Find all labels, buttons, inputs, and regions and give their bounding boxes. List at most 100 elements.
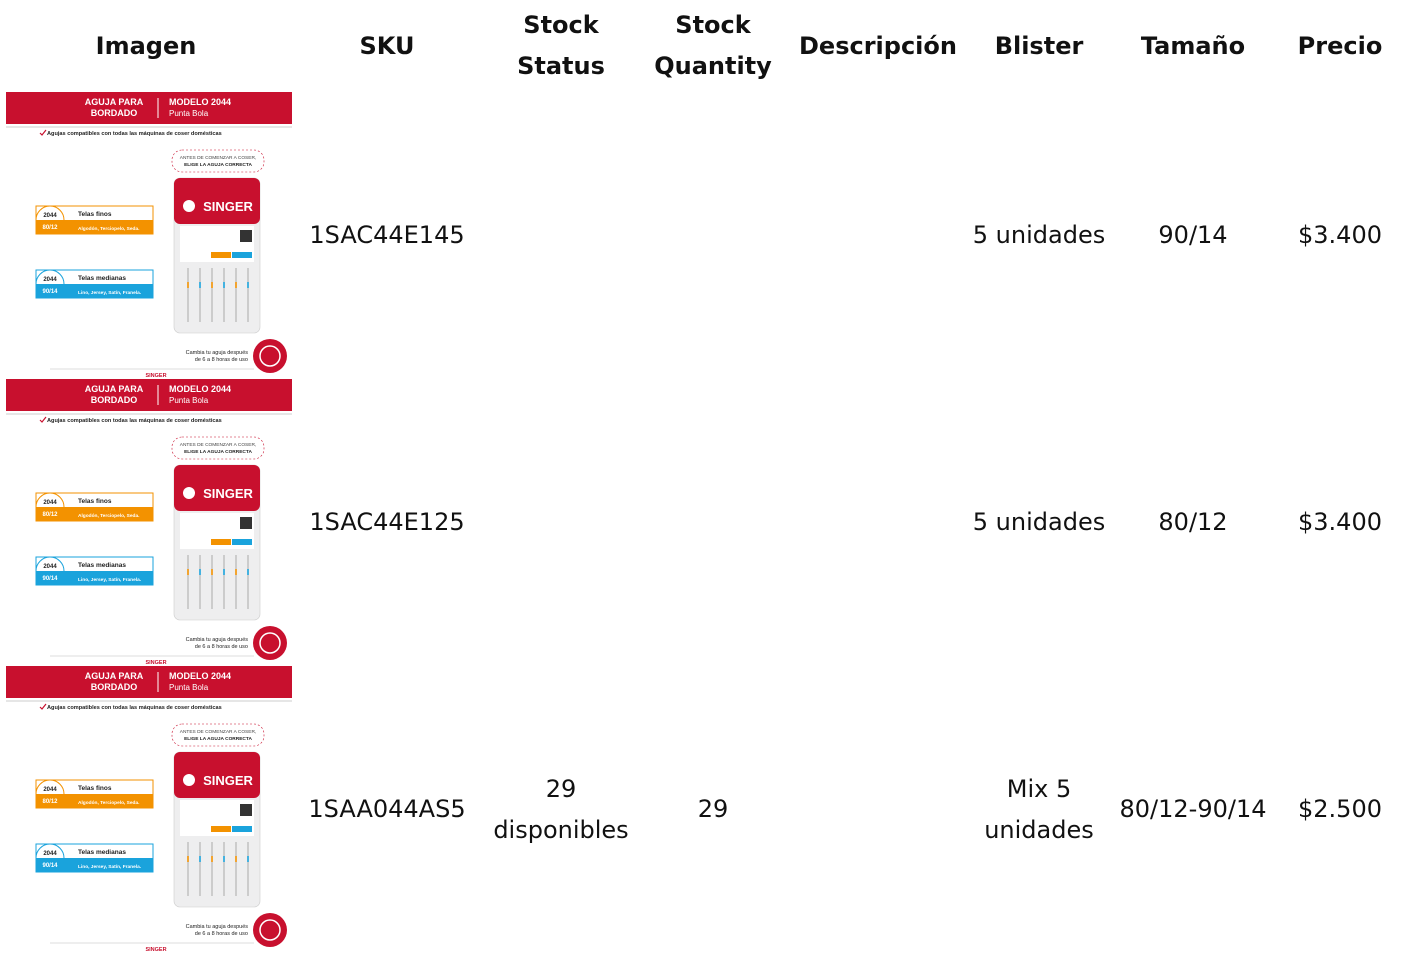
- banner-text: AGUJA PARA: [85, 384, 144, 394]
- size-title: Telas finos: [78, 785, 112, 792]
- description-cell: [786, 379, 970, 666]
- banner: [6, 92, 292, 124]
- footer-brand: SINGER: [145, 660, 166, 666]
- banner-text: AGUJA PARA: [85, 671, 144, 681]
- logo-circle: [183, 487, 195, 499]
- price-cell: $3.400: [1278, 92, 1402, 379]
- brand-text: SINGER: [203, 199, 253, 214]
- size-desc: Lino, Jersey, Satín, Franela.: [78, 290, 141, 296]
- change-text: Cambia tu aguja después: [186, 350, 249, 356]
- banner: [6, 379, 292, 411]
- blister-cell: 5 unidades: [970, 92, 1108, 379]
- size-code: 2044: [43, 851, 57, 857]
- size-value: 90/14: [42, 576, 58, 582]
- size-code: 2044: [43, 787, 57, 793]
- stock-quantity-cell: [640, 92, 786, 379]
- size-desc: Lino, Jersey, Satín, Franela.: [78, 577, 141, 583]
- size-title: Telas medianas: [78, 562, 126, 569]
- size-desc: Algodón, Terciopelo, Seda.: [78, 226, 139, 232]
- change-text: de 6 a 8 horas de uso: [195, 931, 248, 937]
- banner-text: AGUJA PARA: [85, 97, 144, 107]
- change-text: de 6 a 8 horas de uso: [195, 644, 248, 650]
- qr: [240, 517, 252, 529]
- change-text: Cambia tu aguja después: [186, 637, 249, 643]
- column-header: Tamaño: [1108, 0, 1278, 92]
- size-title: Telas finos: [78, 211, 112, 218]
- tip-text: ANTES DE COMENZAR A COSER,: [180, 729, 257, 735]
- label-blue: [232, 826, 252, 832]
- model-sub: Punta Bola: [169, 683, 209, 692]
- product-image: AGUJA PARABORDADOMODELO 2044Punta BolaAg…: [6, 92, 292, 379]
- tip-text: ELIGE LA AGUJA CORRECTA: [184, 162, 252, 168]
- price-cell: $2.500: [1278, 666, 1402, 953]
- size-title: Telas finos: [78, 498, 112, 505]
- logo-circle: [183, 200, 195, 212]
- tip-box: [172, 437, 264, 459]
- label-blue: [232, 252, 252, 258]
- check-icon: [40, 417, 46, 422]
- description-cell: [786, 666, 970, 953]
- banner-text: BORDADO: [91, 395, 138, 405]
- image-cell: AGUJA PARABORDADOMODELO 2044Punta BolaAg…: [0, 92, 292, 379]
- size-code: 2044: [43, 500, 57, 506]
- size-value: 80/12: [42, 799, 58, 805]
- tip-box: [172, 150, 264, 172]
- sku-cell: 1SAC44E125: [292, 379, 482, 666]
- tip-box: [172, 724, 264, 746]
- size-cell: 80/12: [1108, 379, 1278, 666]
- change-icon: [253, 339, 287, 373]
- column-header: Stock Quantity: [640, 0, 786, 92]
- tip-text: ELIGE LA AGUJA CORRECTA: [184, 736, 252, 742]
- change-icon: [253, 626, 287, 660]
- compat-text: Agujas compatibles con todas las máquina…: [47, 131, 222, 137]
- size-cell: 80/12-90/14: [1108, 666, 1278, 953]
- compat-text: Agujas compatibles con todas las máquina…: [47, 705, 222, 711]
- size-cell: 90/14: [1108, 92, 1278, 379]
- column-header: Precio: [1278, 0, 1402, 92]
- size-desc: Algodón, Terciopelo, Seda.: [78, 800, 139, 806]
- change-icon: [253, 913, 287, 947]
- tip-text: ANTES DE COMENZAR A COSER,: [180, 155, 257, 161]
- model-text: MODELO 2044: [169, 97, 231, 107]
- column-header: SKU: [292, 0, 482, 92]
- stock-status-cell: [482, 379, 640, 666]
- stock-status-cell: 29 disponibles: [482, 666, 640, 953]
- size-code: 2044: [43, 564, 57, 570]
- label-orange: [211, 252, 231, 258]
- qr: [240, 804, 252, 816]
- banner-text: BORDADO: [91, 682, 138, 692]
- sku-cell: 1SAA044AS5: [292, 666, 482, 953]
- size-title: Telas medianas: [78, 849, 126, 856]
- sku-cell: 1SAC44E145: [292, 92, 482, 379]
- banner: [6, 666, 292, 698]
- tip-text: ELIGE LA AGUJA CORRECTA: [184, 449, 252, 455]
- check-icon: [40, 130, 46, 135]
- description-cell: [786, 92, 970, 379]
- qr: [240, 230, 252, 242]
- model-text: MODELO 2044: [169, 384, 231, 394]
- page: ImagenSKUStock StatusStock QuantityDescr…: [0, 0, 1402, 954]
- label-blue: [232, 539, 252, 545]
- blister-cell: 5 unidades: [970, 379, 1108, 666]
- column-header: Imagen: [0, 0, 292, 92]
- banner-text: BORDADO: [91, 108, 138, 118]
- footer-brand: SINGER: [145, 947, 166, 953]
- size-value: 90/14: [42, 863, 58, 869]
- size-code: 2044: [43, 277, 57, 283]
- price-cell: $3.400: [1278, 379, 1402, 666]
- size-desc: Lino, Jersey, Satín, Franela.: [78, 864, 141, 870]
- compat-text: Agujas compatibles con todas las máquina…: [47, 418, 222, 424]
- brand-text: SINGER: [203, 486, 253, 501]
- logo-circle: [183, 774, 195, 786]
- size-desc: Algodón, Terciopelo, Seda.: [78, 513, 139, 519]
- change-text: Cambia tu aguja después: [186, 924, 249, 930]
- column-header: Blister: [970, 0, 1108, 92]
- brand-text: SINGER: [203, 773, 253, 788]
- size-value: 80/12: [42, 225, 58, 231]
- model-text: MODELO 2044: [169, 671, 231, 681]
